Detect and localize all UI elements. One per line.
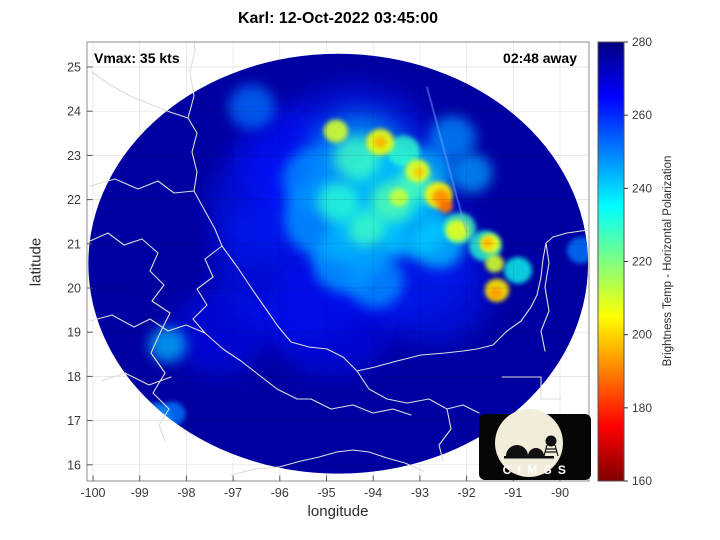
state-border (150, 330, 170, 442)
state-border (540, 242, 550, 352)
state-border (501, 376, 562, 400)
temp-blob (387, 135, 420, 167)
temp-blob (323, 119, 348, 143)
state-border (356, 370, 480, 414)
colorbar-tick-label: 280 (632, 35, 652, 49)
map-outlines (89, 42, 589, 476)
pacific-coastline (230, 449, 424, 476)
logo-text: C I M S S (503, 463, 568, 477)
state-border (187, 42, 196, 119)
swath-edge-line (425, 86, 468, 234)
y-tick-label: 20 (67, 282, 81, 296)
temp-blob (485, 254, 504, 273)
y-tick-label: 17 (67, 414, 81, 428)
colorbar-label: Brightness Temp - Horizontal Polarizatio… (662, 155, 674, 367)
temp-blob (389, 188, 409, 207)
colorbar-tick-label: 160 (632, 474, 652, 488)
temp-blob (438, 199, 453, 213)
y-tick-label: 23 (67, 149, 81, 163)
colorbar-tick-label: 180 (632, 401, 652, 415)
water-tower-icon (545, 435, 557, 447)
radome-icon (506, 445, 528, 456)
coastline (91, 71, 589, 372)
temp-blob (429, 115, 476, 160)
state-border (438, 408, 452, 462)
water-tower-legs (543, 444, 559, 457)
temp-blob (317, 181, 360, 222)
temp-blob (446, 219, 469, 242)
colorbar-gradient (597, 41, 625, 482)
x-tick-label: -96 (271, 486, 289, 500)
state-border (89, 232, 171, 332)
x-tick-label: -90 (551, 486, 569, 500)
logo-ground (504, 456, 554, 459)
logo-disc (495, 409, 563, 477)
x-tick-label: -95 (317, 486, 335, 500)
microwave-swath-disc (88, 53, 589, 474)
x-tick-label: -94 (364, 486, 382, 500)
temp-blob (482, 237, 494, 249)
colorbar-tick-label: 220 (632, 255, 652, 269)
brightness-temp-blobs (139, 84, 589, 434)
overpass-eta-annotation: 02:48 away (503, 50, 577, 66)
figure-title: Karl: 12-Oct-2022 03:45:00 (237, 10, 439, 27)
colorbar-tick-label: 240 (632, 181, 652, 195)
temp-blob (567, 237, 589, 264)
colorbar: 280 260 240 220 200 180 160 (597, 35, 652, 488)
y-tick-label: 19 (67, 326, 81, 340)
y-axis-label: latitude (27, 237, 45, 287)
x-tick-label: -91 (504, 486, 522, 500)
x-tick-label: -92 (458, 486, 476, 500)
x-axis-label: longitude (307, 503, 369, 520)
temp-blob (503, 257, 532, 284)
y-tick-label: 21 (67, 237, 81, 251)
colorbar-tick-label: 260 (632, 108, 652, 122)
y-tick-label: 22 (67, 193, 81, 207)
temp-blob (450, 153, 493, 193)
temp-blob (489, 287, 503, 300)
state-border (204, 332, 312, 400)
state-border (89, 178, 195, 194)
x-tick-label: -100 (80, 486, 105, 500)
temp-blob (374, 136, 387, 148)
temp-blob (159, 401, 186, 427)
temp-blob (347, 254, 404, 308)
temp-blob (172, 288, 266, 377)
x-tick-label: -99 (131, 486, 149, 500)
state-border (89, 314, 206, 334)
temp-blob (377, 239, 490, 346)
y-tick-label: 24 (67, 105, 81, 119)
state-border (192, 245, 223, 334)
cimss-logo: C I M S S (479, 409, 591, 480)
temp-blob (347, 210, 385, 247)
plot-frame (86, 41, 590, 482)
temp-blob (413, 167, 425, 178)
y-axis-ticks: 25 24 23 22 21 20 19 18 17 16 (67, 61, 93, 472)
radome-icon (528, 448, 544, 456)
state-border (100, 372, 172, 386)
y-tick-label: 16 (67, 458, 81, 472)
temp-blob (228, 84, 276, 129)
state-border (310, 398, 412, 416)
x-axis-ticks: -100 -99 -98 -97 -96 -95 -94 -93 -92 -91 -90 (80, 475, 569, 500)
vmax-annotation: Vmax: 35 kts (94, 50, 180, 66)
x-tick-label: -98 (177, 486, 195, 500)
x-tick-label: -97 (224, 486, 242, 500)
colorbar-ticks: 280 260 240 220 200 180 160 (624, 35, 652, 488)
y-tick-label: 18 (67, 370, 81, 384)
colorbar-tick-label: 200 (632, 328, 652, 342)
y-tick-label: 25 (67, 61, 81, 75)
x-tick-label: -93 (411, 486, 429, 500)
